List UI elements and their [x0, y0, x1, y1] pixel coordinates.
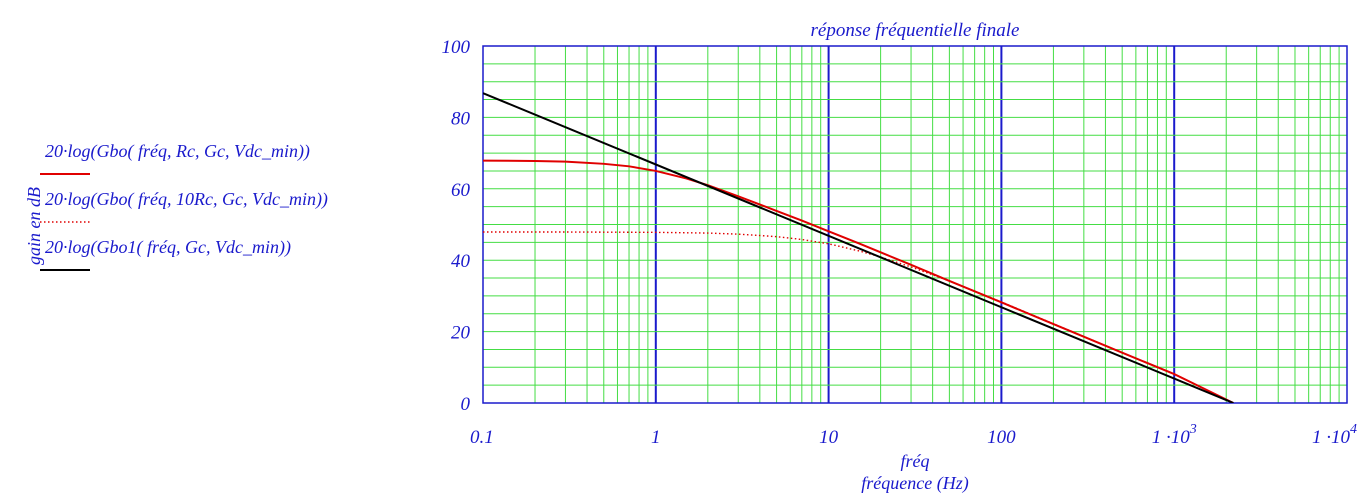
y-tick-label: 0: [461, 394, 471, 415]
series-line-2: [483, 231, 1234, 403]
legend-label-3: 20·log(Gbo1( fréq, Gc, Vdc_min)): [45, 237, 291, 258]
chart-title: réponse fréquentielle finale: [811, 20, 1020, 41]
x-tick-label: 1: [651, 427, 661, 448]
x-tick-label: 1 ·103: [1152, 422, 1197, 448]
x-tick-label: 0.1: [470, 427, 494, 448]
y-tick-label: 20: [451, 323, 471, 344]
y-tick-label: 40: [451, 251, 471, 272]
legend-label-1: 20·log(Gbo( fréq, Rc, Gc, Vdc_min)): [45, 141, 310, 162]
series-line-3: [483, 92, 1234, 403]
y-axis-label: gain en dB: [24, 187, 44, 265]
plot-frame: [482, 45, 1348, 404]
y-tick-labels: 0 20 40 60 80 100: [442, 37, 471, 415]
series-line-1: [483, 159, 1234, 403]
x-tick-label: 10: [819, 427, 839, 448]
x-tick-labels: 0.1 1 10 100 1 ·103 1 ·104: [470, 422, 1357, 448]
legend-label-2: 20·log(Gbo( fréq, 10Rc, Gc, Vdc_min)): [45, 189, 328, 210]
legend: 20·log(Gbo( fréq, Rc, Gc, Vdc_min)) 20·lo…: [40, 141, 328, 271]
series-group: [483, 92, 1234, 403]
x-axis-variable: fréq: [901, 451, 930, 471]
grid: [483, 46, 1347, 403]
x-tick-label: 100: [987, 427, 1016, 448]
x-axis-label: fréquence (Hz): [861, 473, 968, 494]
y-tick-label: 100: [442, 37, 471, 58]
x-tick-label: 1 ·104: [1312, 422, 1357, 448]
y-tick-label: 60: [451, 180, 471, 201]
y-tick-label: 80: [451, 108, 471, 129]
